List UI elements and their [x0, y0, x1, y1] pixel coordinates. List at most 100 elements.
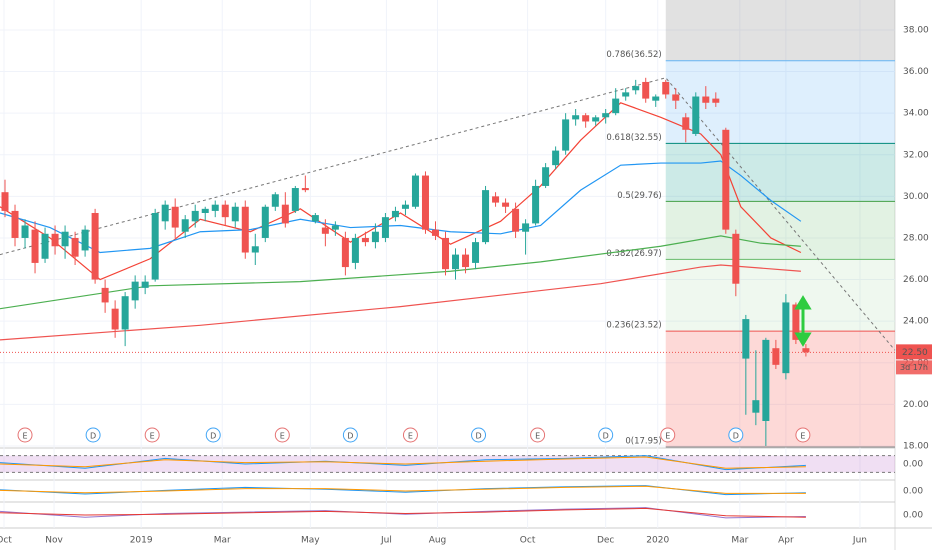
- x-tick-label: 2019: [130, 536, 153, 546]
- candle-body: [181, 219, 189, 232]
- candle-body: [261, 206, 269, 238]
- candle-body: [271, 194, 279, 207]
- arrow: [794, 295, 812, 347]
- candle-body: [191, 210, 199, 222]
- candle-body: [301, 188, 309, 191]
- x-tick-label: Jul: [380, 536, 392, 546]
- candle-body: [401, 204, 409, 209]
- candle-body: [361, 237, 369, 243]
- y-tick-label: 26.00: [903, 275, 929, 285]
- event-label: D: [603, 432, 609, 441]
- candle-body: [622, 92, 630, 97]
- candle-body: [161, 204, 169, 222]
- candle-body: [251, 246, 259, 253]
- pane-label: 0.00: [903, 460, 923, 470]
- candle-body: [11, 210, 19, 238]
- x-tick-label: Mar: [214, 536, 231, 546]
- candle-body: [421, 175, 429, 230]
- event-label: E: [408, 432, 413, 441]
- fib-zone: [665, 0, 895, 61]
- candle-body: [131, 281, 139, 301]
- candle-body: [431, 229, 439, 236]
- candle-body: [381, 217, 389, 238]
- candle-body: [672, 94, 680, 101]
- candle-body: [602, 113, 610, 118]
- x-tick-label: Oct: [520, 536, 536, 546]
- event-marker: [530, 427, 546, 443]
- candle-body: [61, 231, 69, 247]
- fib-label: 0(17.95): [625, 437, 661, 447]
- candle-body: [522, 223, 530, 232]
- price-tag: [896, 344, 932, 360]
- candle-body: [502, 202, 510, 207]
- fib-label: 0.786(36.52): [606, 50, 661, 60]
- candle-body: [702, 96, 710, 103]
- event-marker: [342, 427, 358, 443]
- candle-body: [462, 254, 470, 268]
- candle-body: [331, 225, 339, 230]
- fib-label: 0.618(32.55): [606, 133, 661, 143]
- candle-body: [792, 304, 800, 340]
- y-tick-label: 32.00: [903, 150, 929, 160]
- candle-body: [542, 167, 550, 186]
- x-tick-label: Mar: [731, 536, 748, 546]
- candle-body: [612, 98, 620, 114]
- candle-body: [662, 81, 670, 95]
- event-marker: [598, 427, 614, 443]
- candle-body: [782, 302, 790, 374]
- candle-body: [81, 229, 89, 251]
- event-label: E: [535, 432, 540, 441]
- candle-body: [351, 237, 359, 263]
- countdown-label: 3d 17h: [900, 363, 928, 372]
- candle-body: [632, 86, 640, 91]
- candle-body: [712, 98, 720, 103]
- candle-body: [291, 188, 299, 211]
- event-marker: [471, 427, 487, 443]
- candle-body: [211, 204, 219, 211]
- candle-body: [391, 210, 399, 218]
- fib-label: 0.236(23.52): [606, 321, 661, 331]
- x-tick-label: May: [301, 536, 320, 546]
- x-tick-label: Dec: [597, 536, 614, 546]
- event-marker: [17, 427, 33, 443]
- x-tick-label: Aug: [429, 536, 447, 546]
- fib-zone: [665, 201, 895, 260]
- indicator-line: [0, 485, 806, 494]
- x-tick-label: Oct: [0, 536, 12, 546]
- fib-label: 0.5(29.76): [617, 191, 661, 201]
- candle-body: [472, 242, 480, 263]
- candle-body: [752, 400, 760, 413]
- candle-body: [91, 212, 99, 280]
- candle-body: [51, 233, 59, 247]
- event-label: D: [475, 432, 481, 441]
- x-tick-label: Apr: [778, 536, 794, 546]
- y-tick-label: 20.00: [903, 400, 929, 410]
- candle-body: [71, 237, 79, 257]
- candle-body: [722, 129, 730, 230]
- candle-body: [411, 175, 419, 207]
- candle-body: [341, 237, 349, 268]
- y-tick-label: 28.00: [903, 233, 929, 243]
- pane-label: 0.00: [903, 487, 923, 497]
- candle-body: [231, 206, 239, 222]
- candle-body: [652, 96, 660, 101]
- candle-body: [682, 117, 690, 130]
- trend-line: [0, 77, 896, 351]
- event-marker: [205, 427, 221, 443]
- y-tick-label: 24.00: [903, 317, 929, 327]
- candle-body: [241, 206, 249, 253]
- fib-zone: [665, 143, 895, 202]
- candle-body: [41, 233, 49, 259]
- candle-body: [742, 319, 750, 359]
- y-tick-label: 34.00: [903, 109, 929, 119]
- candle-body: [592, 117, 600, 122]
- candle-body: [281, 204, 289, 224]
- pane-label: 0.00: [903, 511, 923, 521]
- y-tick-label: 36.00: [903, 67, 929, 77]
- indicator-line: [0, 507, 806, 518]
- y-tick-label: 30.00: [903, 192, 929, 202]
- candle-body: [111, 308, 119, 330]
- fib-zone: [665, 259, 895, 332]
